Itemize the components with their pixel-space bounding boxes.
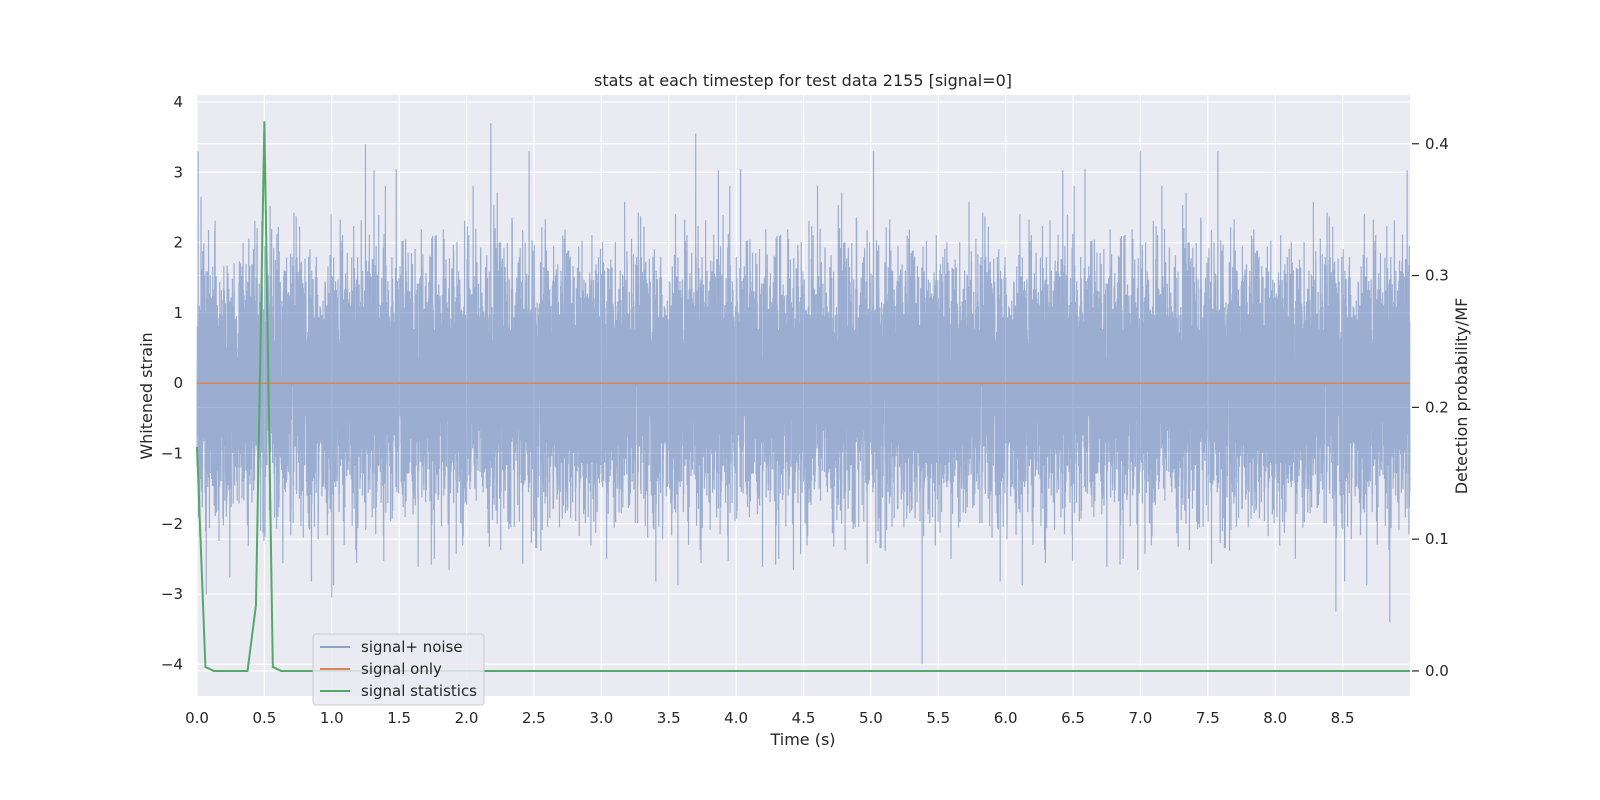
legend-label-noise: signal+ noise — [361, 638, 463, 656]
legend-box — [312, 633, 485, 706]
y-tick-label: −3 — [161, 585, 183, 603]
x-tick-label: 0.5 — [252, 709, 276, 727]
x-tick-label: 6.5 — [1061, 709, 1085, 727]
y-axis-label: Whitened strain — [137, 332, 156, 459]
legend: signal+ noise signal only signal statist… — [312, 633, 485, 706]
x-tick-label: 3.5 — [657, 709, 681, 727]
x-tick-label: 8.5 — [1331, 709, 1355, 727]
series-signal-statistics — [196, 121, 1410, 672]
x-tick-label: 5.0 — [859, 709, 883, 727]
y-tick-label: 4 — [173, 93, 183, 111]
ticks: 0.0 0.5 1.0 1.5 2.0 2.5 3.0 3.5 4.0 4.5 5.0 5.5 6.0 6… — [161, 93, 1449, 727]
x-tick-label: 1.5 — [387, 709, 411, 727]
x-tick-label: 7.0 — [1129, 709, 1153, 727]
x-tick-label: 1.0 — [320, 709, 344, 727]
x-tick-label: 5.5 — [926, 709, 950, 727]
y2-tick-label: 0.1 — [1425, 530, 1449, 548]
x-tick-label: 4.5 — [792, 709, 816, 727]
y2-tick-label: 0.4 — [1425, 135, 1449, 153]
y-tick-label: 2 — [173, 234, 183, 252]
x-tick-label: 3.0 — [589, 709, 613, 727]
x-tick-label: 7.5 — [1196, 709, 1220, 727]
x-axis-label: Time (s) — [769, 730, 835, 749]
y2-tick-label: 0.2 — [1425, 398, 1449, 416]
series-signal-noise — [196, 123, 1411, 665]
chart-title: stats at each timestep for test data 215… — [594, 71, 1012, 90]
x-tick-label: 2.5 — [522, 709, 546, 727]
y-tick-label: −4 — [161, 655, 183, 673]
x-tick-label: 0.0 — [185, 709, 209, 727]
y2-axis-label: Detection probability/MF — [1452, 298, 1471, 495]
x-tick-label: 4.0 — [724, 709, 748, 727]
y-tick-label: 1 — [173, 304, 183, 322]
y2-tick-label: 0.0 — [1425, 662, 1449, 680]
data-layer — [196, 121, 1411, 672]
y-tick-label: −2 — [161, 515, 183, 533]
y-tick-label: 3 — [173, 163, 183, 181]
y-tick-label: 0 — [173, 374, 183, 392]
y2-tick-label: 0.3 — [1425, 267, 1449, 285]
y-tick-label: −1 — [161, 444, 183, 462]
x-tick-label: 6.0 — [994, 709, 1018, 727]
x-tick-label: 8.0 — [1263, 709, 1287, 727]
x-tick-label: 2.0 — [455, 709, 479, 727]
legend-label-signal: signal only — [361, 660, 442, 678]
legend-label-stats: signal statistics — [361, 682, 477, 700]
